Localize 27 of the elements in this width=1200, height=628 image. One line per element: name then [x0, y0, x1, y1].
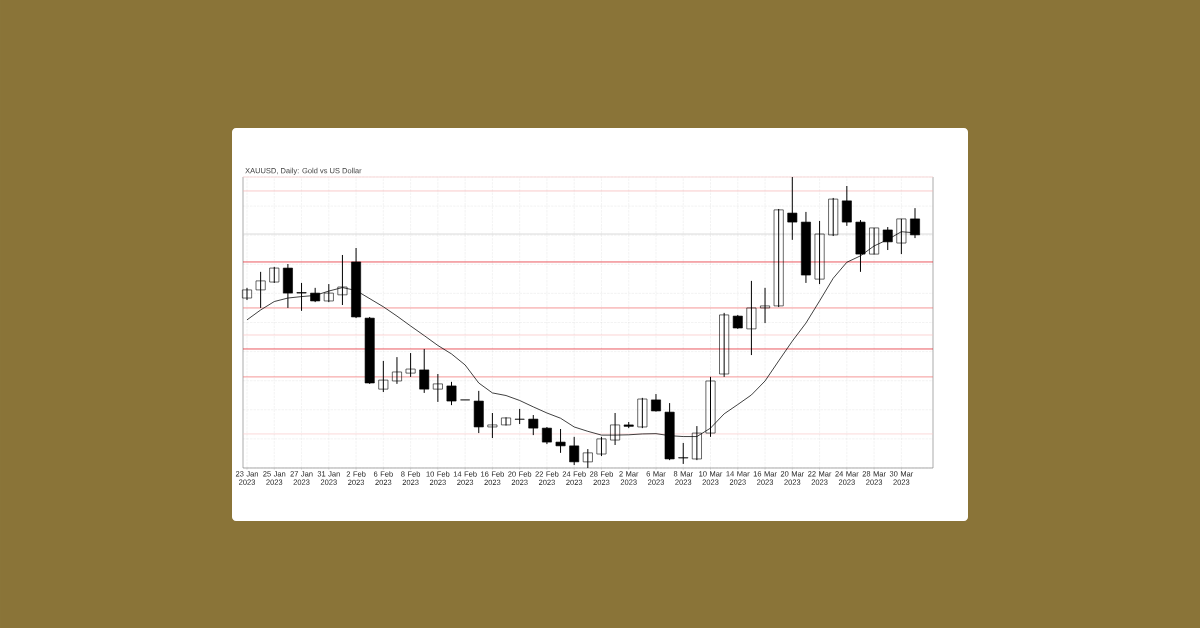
candlestick: [760, 287, 770, 324]
candlestick: [773, 208, 784, 308]
candlestick: [255, 271, 266, 309]
candlestick: [392, 356, 402, 385]
candlestick: [501, 416, 511, 426]
candlestick: [787, 176, 798, 241]
candlestick: [637, 397, 648, 429]
candlestick: [378, 360, 389, 393]
candlestick: [746, 280, 757, 356]
candlestick: [419, 348, 430, 394]
candlestick: [446, 381, 457, 406]
candlestick: [582, 448, 593, 469]
candlestick: [487, 412, 498, 439]
candlestick: [678, 442, 689, 465]
candlestick: [814, 220, 825, 285]
candlestick: [719, 312, 730, 378]
candlestick: [569, 436, 580, 466]
candlestick: [528, 414, 539, 436]
candlestick: [555, 428, 566, 454]
candlestick: [337, 254, 348, 306]
candlestick: [242, 287, 252, 301]
candlestick: [323, 283, 334, 303]
candlestick: [828, 197, 839, 237]
candlestick: [296, 282, 307, 312]
candlestick: [432, 373, 443, 403]
candlestick: [405, 352, 416, 378]
candlestick: [841, 185, 852, 227]
